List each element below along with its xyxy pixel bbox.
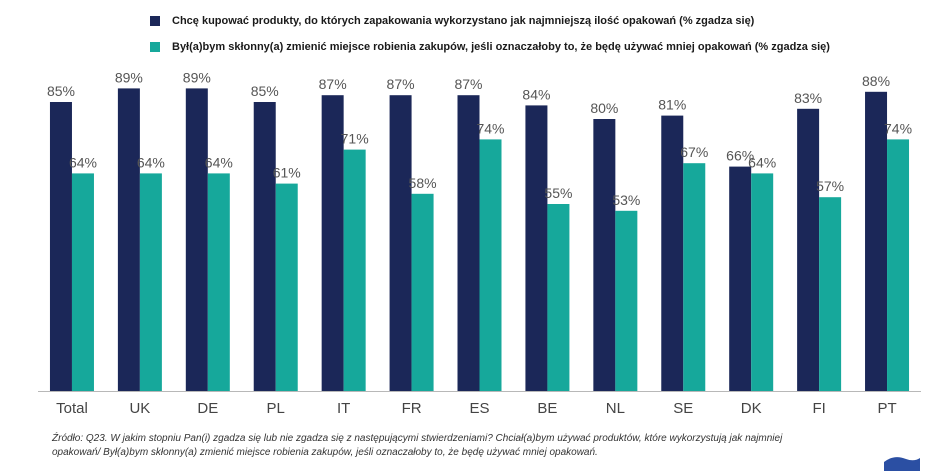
bar-nl-series-2	[615, 210, 638, 391]
x-tick-label-it: IT	[337, 400, 350, 417]
legend-swatch-series-2	[150, 42, 160, 52]
bar-it-series-1	[321, 95, 344, 391]
data-label-it-series-2: 71%	[341, 131, 369, 147]
data-label-total-series-1: 85%	[47, 83, 75, 99]
legend-swatch-series-1	[150, 16, 160, 26]
legend-label-series-1: Chcę kupować produkty, do których zapako…	[172, 15, 755, 27]
data-label-pt-series-2: 74%	[884, 120, 912, 136]
data-label-total-series-2: 64%	[69, 154, 97, 170]
bar-fr-series-1	[389, 95, 412, 391]
bar-de-series-1	[185, 88, 208, 392]
legend-item-series-2: Był(a)bym skłonny(a) zmienić miejsce rob…	[150, 34, 830, 60]
x-tick-label-es: ES	[469, 400, 489, 417]
data-label-es-series-2: 74%	[476, 120, 504, 136]
logo-icon	[884, 457, 920, 471]
data-label-it-series-1: 87%	[319, 76, 347, 92]
bar-pl-series-1	[253, 102, 276, 391]
bar-uk-series-2	[139, 173, 162, 391]
bar-pl-series-2	[275, 183, 298, 391]
x-tick-label-de: DE	[197, 400, 218, 417]
bar-es-series-2	[479, 139, 502, 391]
data-label-fr-series-2: 58%	[409, 175, 437, 191]
data-label-fi-series-1: 83%	[794, 90, 822, 106]
bar-se-series-2	[683, 163, 706, 391]
bar-total-series-1	[49, 102, 72, 391]
x-tick-label-fr: FR	[402, 400, 422, 417]
bar-pt-series-2	[887, 139, 910, 391]
bar-be-series-1	[525, 105, 548, 392]
legend-label-series-2: Był(a)bym skłonny(a) zmienić miejsce rob…	[172, 41, 830, 53]
x-tick-label-se: SE	[673, 400, 693, 417]
bar-uk-series-1	[117, 88, 140, 392]
data-label-be-series-1: 84%	[522, 86, 550, 102]
bar-fi-series-1	[797, 108, 820, 392]
data-label-pl-series-1: 85%	[251, 83, 279, 99]
data-label-uk-series-1: 89%	[115, 69, 143, 85]
bar-total-series-2	[71, 173, 94, 391]
x-tick-label-be: BE	[537, 400, 557, 417]
bar-pt-series-1	[865, 91, 888, 392]
bar-nl-series-1	[593, 119, 616, 391]
data-label-dk-series-2: 64%	[748, 154, 776, 170]
data-label-pt-series-1: 88%	[862, 73, 890, 89]
x-tick-label-nl: NL	[606, 400, 625, 417]
x-tick-label-uk: UK	[129, 400, 150, 417]
bar-dk-series-1	[729, 166, 752, 391]
x-tick-label-total: Total	[56, 400, 88, 417]
bar-se-series-1	[661, 115, 684, 391]
bar-fi-series-2	[819, 197, 842, 391]
chart-legend: Chcę kupować produkty, do których zapako…	[150, 8, 830, 60]
data-label-de-series-1: 89%	[183, 69, 211, 85]
data-label-es-series-1: 87%	[454, 76, 482, 92]
data-label-dk-series-1: 66%	[726, 148, 754, 164]
data-label-fi-series-2: 57%	[816, 178, 844, 194]
bar-dk-series-2	[751, 173, 774, 391]
data-label-uk-series-2: 64%	[137, 154, 165, 170]
bar-es-series-1	[457, 95, 480, 391]
bar-de-series-2	[207, 173, 230, 391]
data-label-fr-series-1: 87%	[387, 76, 415, 92]
data-label-nl-series-2: 53%	[612, 192, 640, 208]
data-label-de-series-2: 64%	[205, 154, 233, 170]
source-note: Źródło: Q23. W jakim stopniu Pan(i) zgad…	[52, 433, 783, 458]
x-tick-label-pl: PL	[267, 400, 285, 417]
legend-item-series-1: Chcę kupować produkty, do których zapako…	[150, 8, 830, 34]
x-tick-label-fi: FI	[812, 400, 825, 417]
x-tick-label-pt: PT	[877, 400, 896, 417]
data-label-be-series-2: 55%	[544, 185, 572, 201]
bar-it-series-2	[343, 149, 366, 391]
data-label-se-series-1: 81%	[658, 97, 686, 113]
data-label-pl-series-2: 61%	[273, 165, 301, 181]
bar-be-series-2	[547, 204, 570, 391]
x-tick-label-dk: DK	[741, 400, 762, 417]
data-label-nl-series-1: 80%	[590, 100, 618, 116]
bar-fr-series-2	[411, 193, 434, 391]
data-label-se-series-2: 67%	[680, 144, 708, 160]
